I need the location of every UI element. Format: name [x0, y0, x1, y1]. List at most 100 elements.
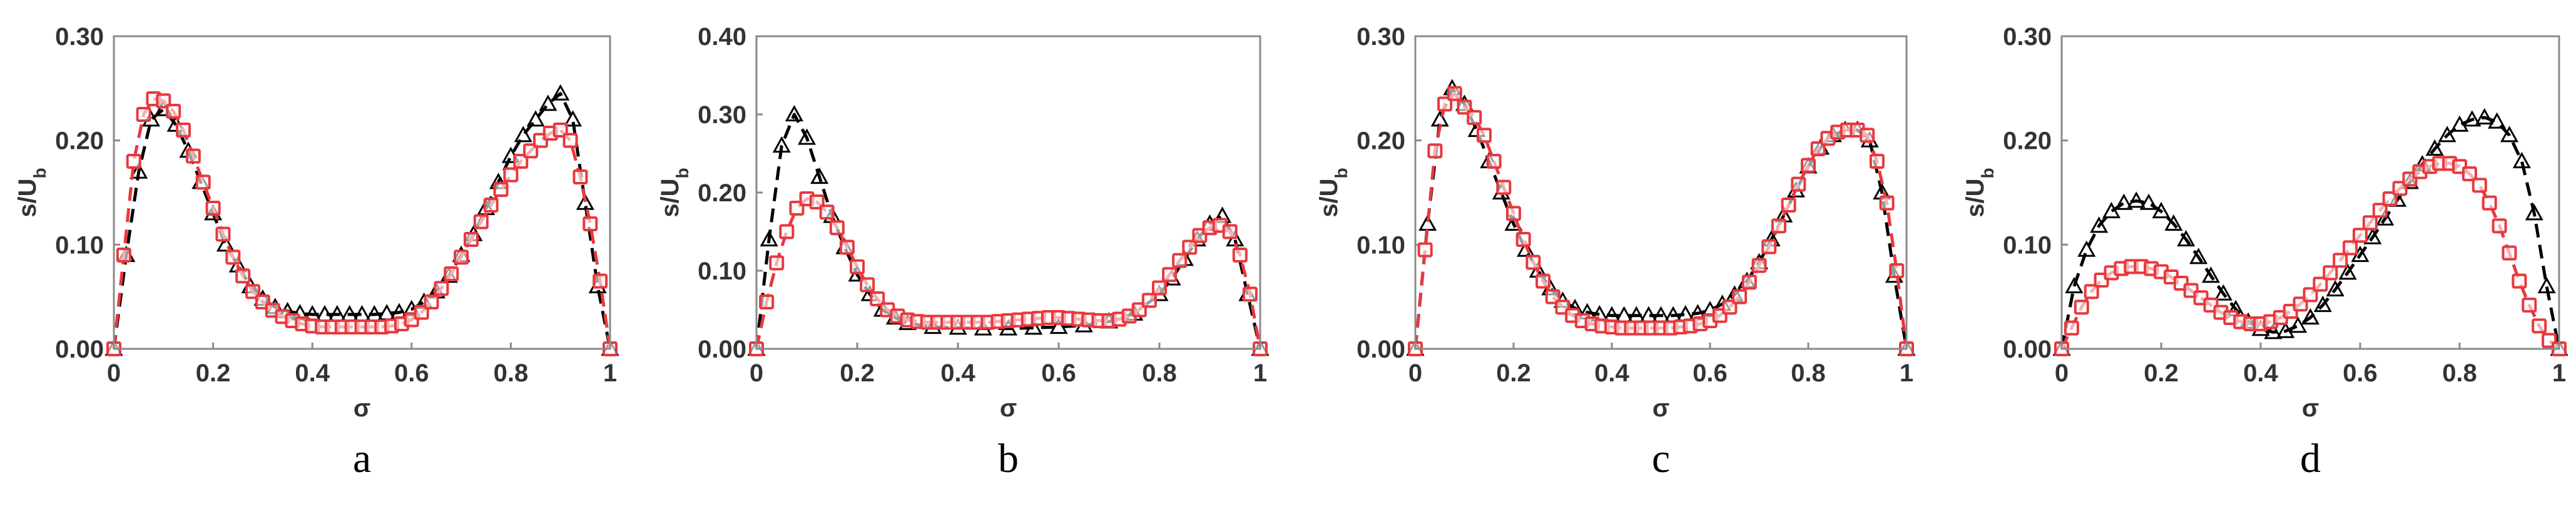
x-tick-label: 0.8	[2442, 359, 2477, 387]
data-point-triangle	[2313, 295, 2332, 313]
data-point-square	[2532, 318, 2547, 334]
data-point-square	[850, 259, 865, 274]
data-point-square	[1141, 293, 1157, 308]
data-point-square	[483, 198, 499, 213]
y-tick-label: 0.20	[698, 179, 746, 207]
data-point-square	[2303, 287, 2318, 303]
data-point-triangle	[2201, 266, 2221, 283]
data-point-square	[860, 277, 875, 293]
y-axis-label: s/Ub	[656, 168, 692, 217]
data-point-square	[225, 249, 241, 265]
data-point-triangle	[785, 104, 803, 122]
x-tick-label: 0.2	[1496, 359, 1531, 387]
data-point-triangle	[2512, 151, 2531, 169]
data-point-square	[769, 255, 785, 271]
x-tick-label: 0	[2055, 359, 2069, 387]
data-point-triangle	[2488, 112, 2507, 129]
y-tick-label: 0.10	[55, 231, 104, 259]
data-point-square	[493, 182, 509, 197]
data-point-square	[2482, 195, 2497, 211]
data-point-triangle	[1517, 240, 1535, 257]
data-point-triangle	[2338, 263, 2357, 280]
data-point-triangle	[2438, 126, 2456, 143]
y-tick-label: 0.30	[1357, 23, 1405, 51]
x-axis-label: σ	[1000, 394, 1017, 422]
data-point-square	[1172, 253, 1188, 268]
data-point-square	[1427, 143, 1443, 159]
data-point-square	[1732, 289, 1748, 304]
data-point-square	[1486, 154, 1502, 169]
data-point-square	[1182, 239, 1198, 255]
data-point-square	[205, 201, 221, 216]
x-tick-label: 0.6	[394, 359, 429, 387]
x-tick-label: 0.8	[1791, 359, 1826, 387]
y-tick-label: 0.30	[698, 101, 746, 129]
data-point-square	[1751, 258, 1767, 273]
data-point-square	[1525, 254, 1541, 270]
data-point-square	[245, 284, 261, 299]
data-point-square	[1222, 224, 1238, 239]
data-point-triangle	[2525, 204, 2543, 221]
x-tick-label: 0.8	[494, 359, 529, 387]
x-tick-label: 0.4	[2243, 359, 2278, 387]
y-tick-label: 0.00	[698, 336, 746, 363]
data-point-square	[759, 294, 775, 309]
data-point-triangle	[760, 229, 778, 247]
data-point-triangle	[2164, 214, 2183, 231]
y-tick-label: 0.10	[698, 258, 746, 285]
data-point-square	[1467, 110, 1482, 125]
data-point-square	[2372, 203, 2388, 218]
x-axis-label: σ	[354, 394, 370, 422]
data-point-square	[444, 266, 459, 281]
data-point-triangle	[526, 110, 545, 127]
y-axis-label: s/Ub	[14, 168, 49, 217]
data-point-square	[779, 224, 795, 239]
data-point-square	[176, 123, 191, 138]
data-point-triangle	[2090, 216, 2109, 233]
data-point-square	[583, 216, 598, 231]
data-point-square	[424, 294, 439, 309]
panel-label: a	[353, 436, 371, 481]
data-point-triangle	[772, 136, 791, 153]
x-tick-label: 0	[107, 359, 121, 387]
data-point-triangle	[130, 162, 148, 179]
plot-frame	[1414, 35, 1908, 350]
data-point-square	[870, 291, 885, 306]
y-tick-label: 0.30	[55, 23, 104, 51]
data-point-square	[463, 232, 479, 247]
data-point-triangle	[2475, 108, 2494, 125]
data-point-square	[1722, 299, 1738, 315]
data-point-triangle	[2214, 284, 2232, 301]
data-point-triangle	[2152, 201, 2171, 219]
series-line	[112, 92, 612, 349]
x-tick-label: 0.2	[196, 359, 231, 387]
y-tick-label: 0.00	[55, 336, 104, 363]
data-point-triangle	[2463, 110, 2482, 127]
y-tick-label: 0.00	[1357, 336, 1405, 363]
x-tick-label: 0.2	[840, 359, 875, 387]
data-point-square	[1437, 96, 1453, 112]
data-point-square	[2512, 273, 2527, 289]
data-point-triangle	[1049, 317, 1068, 334]
x-tick-label: 1	[2552, 359, 2566, 387]
x-tick-label: 1	[603, 359, 617, 387]
y-axis-label: s/Ub	[1962, 168, 1997, 217]
data-point-triangle	[563, 110, 583, 127]
data-point-square	[573, 169, 588, 184]
data-point-square	[1457, 99, 1472, 115]
data-point-square	[1801, 158, 1816, 173]
data-point-square	[1447, 86, 1462, 101]
y-axis-label-subscript: b	[1331, 168, 1351, 178]
data-point-triangle	[2363, 228, 2382, 244]
data-point-triangle	[2139, 193, 2158, 210]
data-point-square	[2502, 245, 2517, 261]
data-point-square	[839, 239, 855, 255]
data-point-square	[809, 194, 825, 209]
y-axis-label-subscript: b	[1978, 168, 1997, 178]
x-tick-label: 0.2	[2144, 359, 2179, 387]
data-point-square	[513, 154, 529, 169]
data-point-square	[414, 304, 429, 320]
data-point-square	[454, 249, 469, 265]
series-line	[2060, 116, 2561, 349]
data-point-triangle	[1430, 110, 1449, 127]
